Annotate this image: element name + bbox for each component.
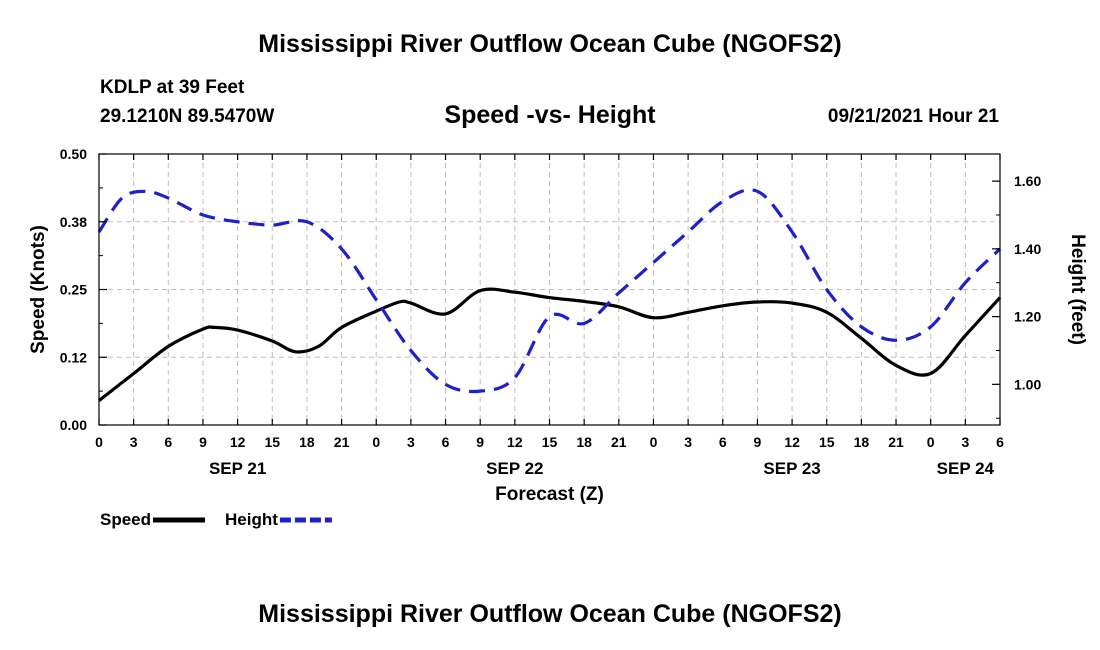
forecast-datetime: 09/21/2021 Hour 21 <box>827 106 999 127</box>
y-left-tick-label: 0.38 <box>60 214 87 230</box>
station-coordinates: 29.1210N 89.5470W <box>100 106 275 127</box>
legend-label-height: Height <box>225 510 278 529</box>
y-left-tick-label: 0.00 <box>60 417 87 433</box>
grid-lines <box>99 154 1000 425</box>
y-left-axis-title: Speed (Knots) <box>28 225 49 354</box>
x-tick-label: 0 <box>372 434 380 450</box>
axes: 0 3 6 9 12 15 18 21 0 3 6 9 12 15 18 21 0 3 6 9 12 15 18 21 0 3 6S… <box>28 146 1088 505</box>
x-tick-label: 6 <box>164 434 172 450</box>
x-tick-label: 21 <box>611 434 627 450</box>
x-tick-label: 15 <box>542 434 558 450</box>
series-layer <box>97 188 1002 402</box>
x-tick-label: 9 <box>199 434 207 450</box>
x-tick-label: 0 <box>927 434 935 450</box>
x-tick-label: 3 <box>130 434 138 450</box>
y-left-tick-label: 0.12 <box>60 349 87 365</box>
x-tick-label: 18 <box>299 434 315 450</box>
x-date-label: SEP 24 <box>937 459 995 478</box>
x-tick-label: 21 <box>334 434 350 450</box>
x-tick-label: 12 <box>507 434 523 450</box>
x-tick-label: 6 <box>719 434 727 450</box>
x-date-label: SEP 22 <box>486 459 543 478</box>
footer-title: Mississippi River Outflow Ocean Cube (NG… <box>258 600 842 628</box>
y-right-tick-label: 1.00 <box>1014 376 1041 392</box>
x-date-label: SEP 23 <box>763 459 820 478</box>
station-label: KDLP at 39 Feet <box>100 77 245 98</box>
x-date-label: SEP 21 <box>209 459 266 478</box>
x-tick-label: 3 <box>684 434 692 450</box>
x-tick-label: 15 <box>264 434 280 450</box>
x-axis-title: Forecast (Z) <box>495 484 604 505</box>
x-tick-label: 9 <box>754 434 762 450</box>
series-line-speed <box>98 287 1002 402</box>
y-left-tick-label: 0.25 <box>60 282 87 298</box>
series-line-height <box>97 188 1002 394</box>
x-tick-label: 12 <box>230 434 246 450</box>
y-right-axis-title: Height (feet) <box>1067 234 1088 345</box>
x-tick-label: 3 <box>961 434 969 450</box>
chart-subtitle: Speed -vs- Height <box>444 101 656 129</box>
legend-label-speed: Speed <box>100 510 151 529</box>
x-tick-label: 18 <box>576 434 592 450</box>
x-tick-label: 18 <box>854 434 870 450</box>
x-tick-label: 0 <box>95 434 103 450</box>
y-left-tick-label: 0.50 <box>60 146 87 162</box>
x-tick-label: 3 <box>407 434 415 450</box>
y-right-tick-label: 1.60 <box>1014 173 1041 189</box>
y-right-tick-label: 1.40 <box>1014 241 1041 257</box>
legend: Speed Height <box>100 510 332 529</box>
x-tick-label: 21 <box>888 434 904 450</box>
y-right-tick-label: 1.20 <box>1014 309 1041 325</box>
x-tick-label: 6 <box>996 434 1004 450</box>
x-tick-label: 15 <box>819 434 835 450</box>
chart-title: Mississippi River Outflow Ocean Cube (NG… <box>258 30 842 58</box>
x-tick-label: 12 <box>784 434 800 450</box>
x-tick-label: 6 <box>442 434 450 450</box>
x-tick-label: 9 <box>476 434 484 450</box>
x-tick-label: 0 <box>650 434 658 450</box>
